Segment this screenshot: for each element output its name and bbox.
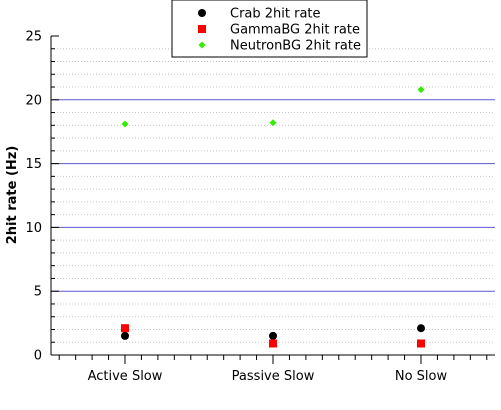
- legend-label: GammaBG 2hit rate: [230, 23, 360, 38]
- legend-marker: [198, 9, 206, 17]
- data-point: [121, 331, 129, 340]
- data-point: [417, 86, 425, 94]
- y-tick-label: 5: [34, 285, 42, 300]
- legend-marker: [198, 41, 206, 49]
- legend-marker: [198, 25, 206, 33]
- y-tick-label: 10: [25, 221, 42, 236]
- y-tick-label: 20: [25, 93, 42, 108]
- x-tick-label: Passive Slow: [232, 369, 315, 384]
- data-point: [417, 324, 425, 333]
- x-axis-ticks: Active Slow Passive Slow No Slow: [58, 355, 488, 384]
- legend-label: Crab 2hit rate: [230, 7, 321, 22]
- data-point: [121, 120, 129, 128]
- minor-gridlines: [51, 48, 495, 343]
- y-axis-ticks: 0 5 10 15 20 25: [25, 30, 59, 364]
- data-point: [269, 331, 277, 340]
- data-point: [269, 339, 277, 348]
- y-axis-title: 2hit rate (Hz): [5, 146, 20, 245]
- x-tick-label: No Slow: [395, 369, 448, 384]
- data-points: [121, 86, 425, 348]
- y-tick-label: 0: [34, 349, 42, 364]
- axes: [50, 36, 495, 356]
- y-tick-label: 15: [25, 157, 42, 172]
- y-tick-label: 25: [25, 30, 42, 45]
- data-point: [269, 119, 277, 127]
- legend-label: NeutronBG 2hit rate: [230, 39, 361, 54]
- major-gridlines: [51, 99, 495, 292]
- data-point: [121, 324, 129, 333]
- x-tick-label: Active Slow: [88, 369, 163, 384]
- data-point: [417, 339, 425, 348]
